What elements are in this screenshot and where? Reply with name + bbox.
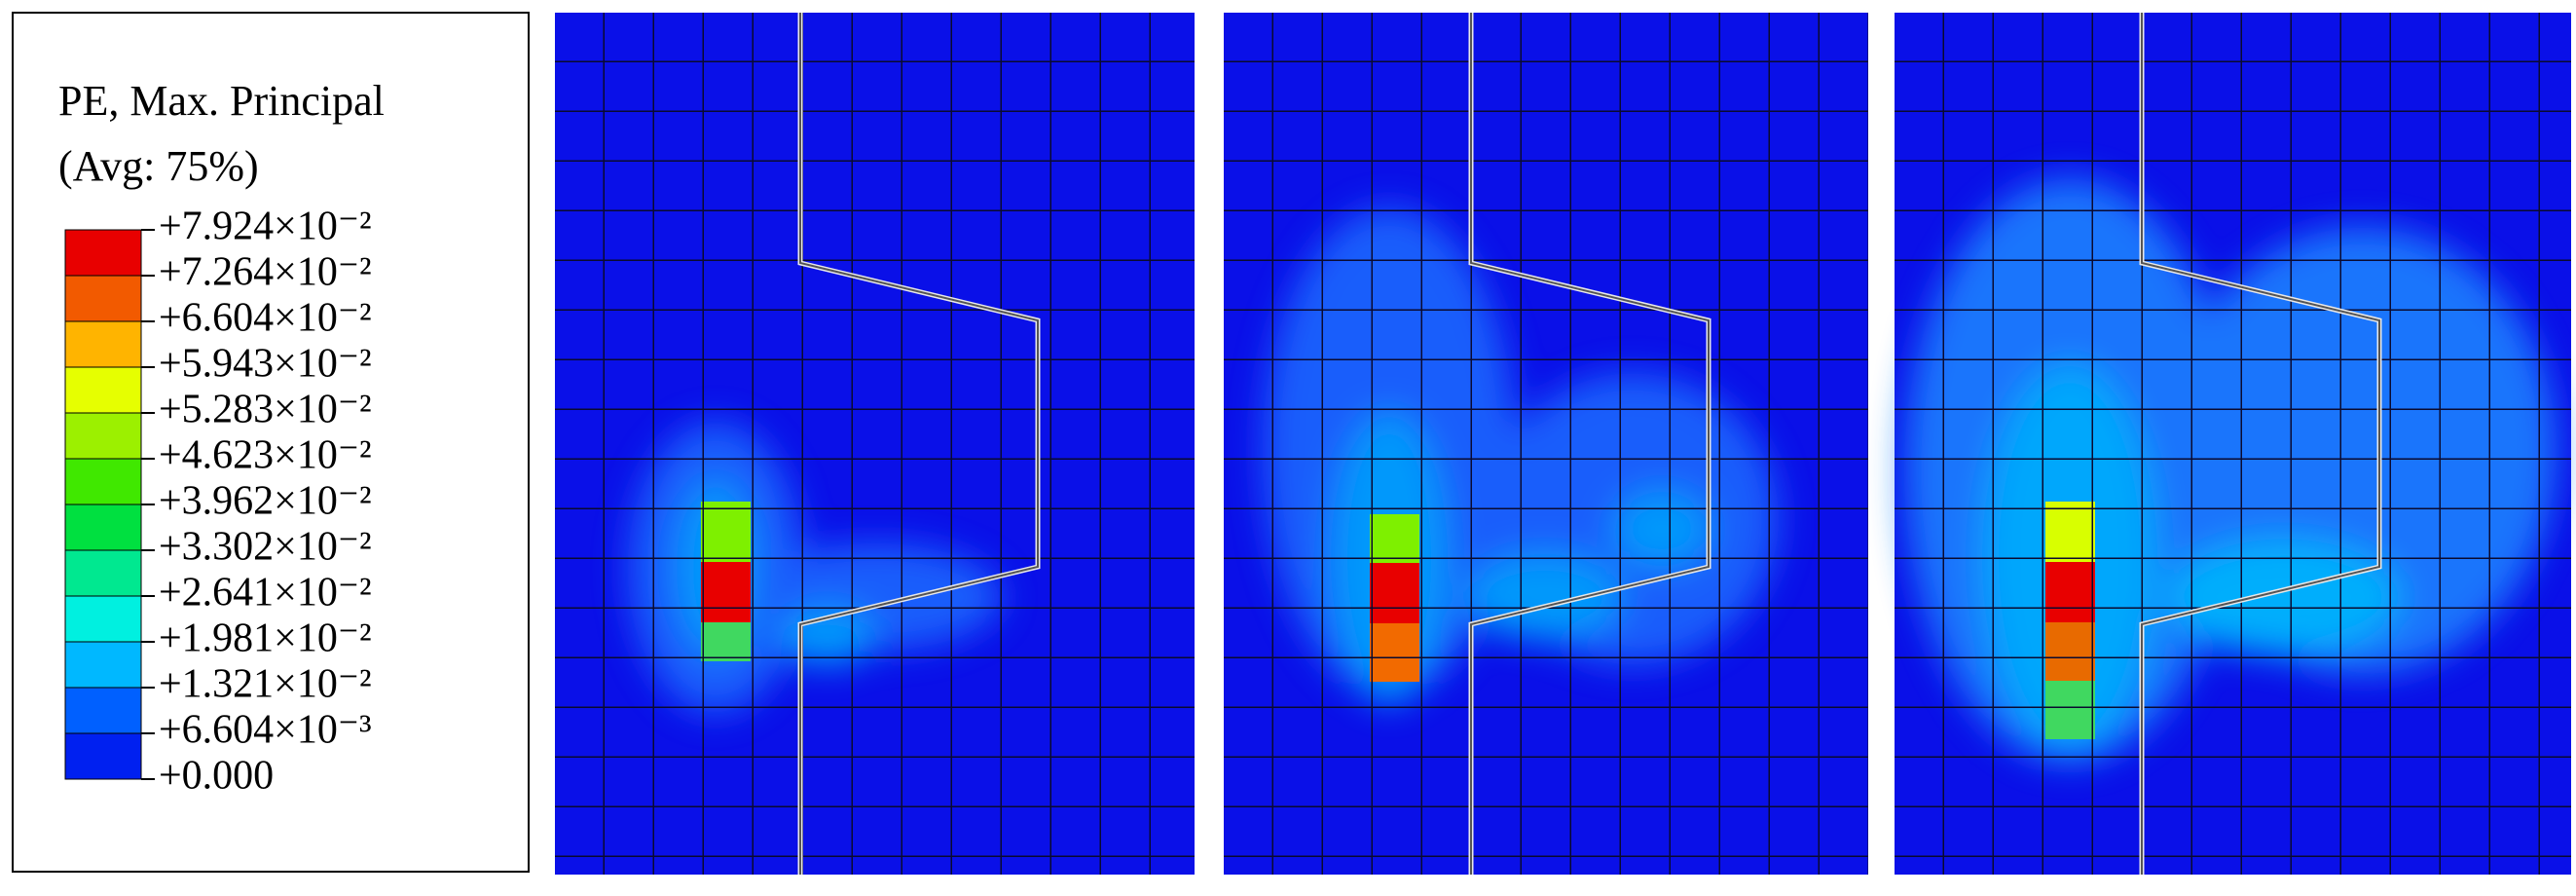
color-band: [64, 549, 142, 597]
legend-label: +3.302×10⁻²: [159, 525, 372, 570]
color-band: [64, 687, 142, 734]
color-band: [64, 458, 142, 505]
legend-label: +6.604×10⁻²: [159, 296, 372, 341]
color-band: [64, 320, 142, 368]
color-band: [64, 595, 142, 643]
color-band: [64, 412, 142, 460]
panel: [1895, 13, 2571, 875]
panel: [555, 13, 1195, 875]
legend-label: +5.283×10⁻²: [159, 388, 372, 432]
color-band: [64, 504, 142, 551]
legend-label: +4.623×10⁻²: [159, 433, 372, 478]
legend-label: +2.641×10⁻²: [159, 571, 372, 616]
color-band: [64, 366, 142, 414]
color-bar: +7.924×10⁻²+7.264×10⁻²+6.604×10⁻²+5.943×…: [64, 205, 372, 799]
legend-label: +6.604×10⁻³: [159, 708, 372, 753]
color-band: [64, 641, 142, 689]
legend-label: +1.981×10⁻²: [159, 616, 372, 661]
legend-label: +7.264×10⁻²: [159, 250, 372, 295]
legend-title: PE, Max. Principal: [58, 77, 385, 125]
legend-label: +7.924×10⁻²: [159, 205, 372, 249]
legend-label: +0.000: [159, 754, 274, 799]
legend-subtitle: (Avg: 75%): [58, 142, 259, 190]
legend-label: +3.962×10⁻²: [159, 479, 372, 524]
legend-label: +5.943×10⁻²: [159, 342, 372, 387]
color-band: [64, 275, 142, 322]
color-band: [64, 229, 142, 277]
color-band: [64, 732, 142, 780]
legend-label: +1.321×10⁻²: [159, 662, 372, 707]
panel: [1224, 13, 1868, 875]
